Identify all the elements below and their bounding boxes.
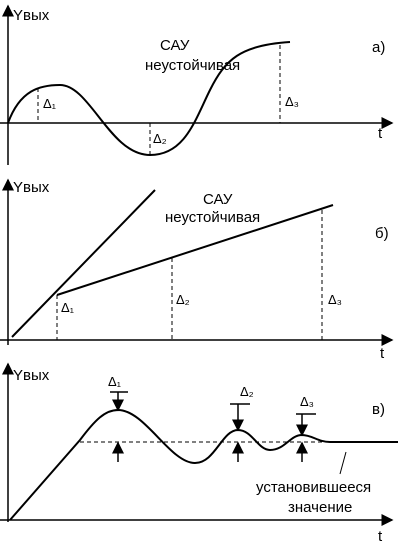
curve: [56, 204, 334, 296]
delta-label: Δ₁: [108, 374, 122, 389]
y-label: Yвых: [13, 179, 50, 196]
x-label: t: [378, 528, 383, 545]
panel-a: Yвых t а) САУ неустойчивая Δ₁ Δ₂ Δ₃: [0, 4, 394, 165]
y-label: Yвых: [13, 7, 50, 24]
leader-line: [339, 451, 347, 475]
delta-label: Δ₁: [43, 96, 57, 111]
title: неустойчивая: [165, 209, 260, 226]
panel-c: Yвых t в) Δ₁ Δ₂ Δ₃ установившееся значен…: [0, 362, 398, 545]
delta-label: Δ₃: [285, 94, 299, 109]
delta-label: Δ₂: [176, 292, 190, 307]
delta-label: Δ₂: [240, 384, 254, 399]
panel-tag: б): [375, 225, 389, 242]
x-label: t: [378, 125, 383, 142]
y-label: Yвых: [13, 367, 50, 384]
curve: [11, 189, 156, 338]
panel-b: Yвых t б) САУ неустойчивая Δ₁ Δ₂ Δ₃: [0, 178, 394, 362]
panel-tag: а): [372, 39, 385, 56]
delta-label: Δ₃: [300, 394, 314, 409]
panel-tag: в): [372, 401, 385, 418]
x-label: t: [380, 345, 385, 362]
note: установившееся: [256, 479, 371, 496]
delta-label: Δ₃: [328, 292, 342, 307]
title: неустойчивая: [145, 57, 240, 74]
delta-label: Δ₂: [153, 131, 167, 146]
delta-label: Δ₁: [61, 300, 75, 315]
title: САУ: [203, 191, 233, 208]
arrow-cap: [110, 391, 316, 415]
title: САУ: [160, 37, 190, 54]
note: значение: [288, 499, 352, 516]
